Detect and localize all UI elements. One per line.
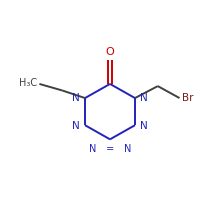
Text: N: N [140, 121, 147, 131]
Text: N: N [73, 93, 80, 103]
Text: N: N [140, 93, 147, 103]
Text: O: O [106, 48, 114, 57]
Text: N = N: N = N [89, 144, 131, 154]
Text: H₃C: H₃C [19, 78, 37, 88]
Text: N: N [73, 121, 80, 131]
Text: Br: Br [182, 93, 193, 103]
